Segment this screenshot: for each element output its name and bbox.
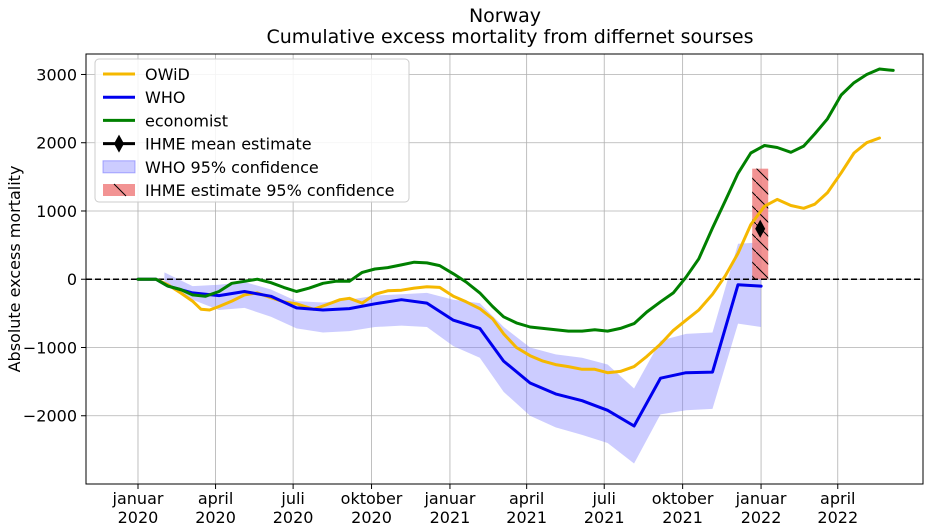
x-tick-label: januar (735, 489, 787, 508)
legend-label: IHME estimate 95% confidence (145, 181, 394, 200)
x-tick-label: april (198, 489, 233, 508)
x-tick-label-year: 2022 (741, 508, 782, 527)
legend-swatch-bar (103, 184, 135, 196)
x-tick-label: januar (423, 489, 475, 508)
legend-label: WHO 95% confidence (145, 158, 319, 177)
legend-label: IHME mean estimate (145, 135, 312, 154)
x-tick-label: april (820, 489, 855, 508)
y-tick-label: 1000 (36, 202, 77, 221)
legend-box (94, 58, 410, 203)
x-tick-label: oktober (341, 489, 403, 508)
legend-label: WHO (145, 88, 185, 107)
y-tick-label: 2000 (36, 134, 77, 153)
marker-layer (755, 219, 766, 238)
legend-swatch-hatch (113, 183, 127, 197)
series-layer (136, 67, 895, 428)
y-tick-label: 3000 (36, 65, 77, 84)
x-tick-label: januar (112, 489, 164, 508)
series-line-economist (136, 67, 895, 333)
x-tick-label-year: 2021 (662, 508, 703, 527)
chart-title: Norway (469, 5, 541, 27)
x-tick-label-year: 2020 (351, 508, 392, 527)
legend-label: economist (145, 111, 228, 130)
x-tick-label-year: 2020 (118, 508, 159, 527)
x-tick-label-year: 2020 (195, 508, 236, 527)
who-confidence-band (164, 242, 762, 464)
legend-swatch-diamond (114, 134, 124, 153)
y-tick-label: −2000 (23, 407, 77, 426)
plot-frame (85, 53, 924, 485)
ticks: −2000−10000100020003000januar2020april20… (23, 65, 858, 527)
x-tick-label: juli (280, 489, 304, 508)
legend: OWiD WHO economist IHME mean estimate WHO 95… (94, 58, 410, 203)
x-tick-label: juli (591, 489, 615, 508)
x-tick-label-year: 2021 (506, 508, 547, 527)
x-tick-label: april (509, 489, 544, 508)
x-tick-label-year: 2021 (584, 508, 625, 527)
y-axis-label: Absolute excess mortality (5, 166, 24, 373)
series-line-who (136, 277, 763, 428)
who-band-layer (164, 242, 762, 464)
chart-subtitle: Cumulative excess mortality from differn… (267, 26, 754, 48)
x-tick-label-year: 2021 (430, 508, 471, 527)
y-tick-label: 0 (67, 270, 77, 289)
x-tick-label-year: 2020 (273, 508, 314, 527)
legend-swatch-band (102, 160, 136, 174)
ihme-mean-marker (755, 219, 766, 238)
x-tick-label: oktober (652, 489, 714, 508)
y-tick-label: −1000 (23, 338, 77, 357)
legend-label: OWiD (145, 65, 190, 84)
x-tick-label-year: 2022 (817, 508, 858, 527)
